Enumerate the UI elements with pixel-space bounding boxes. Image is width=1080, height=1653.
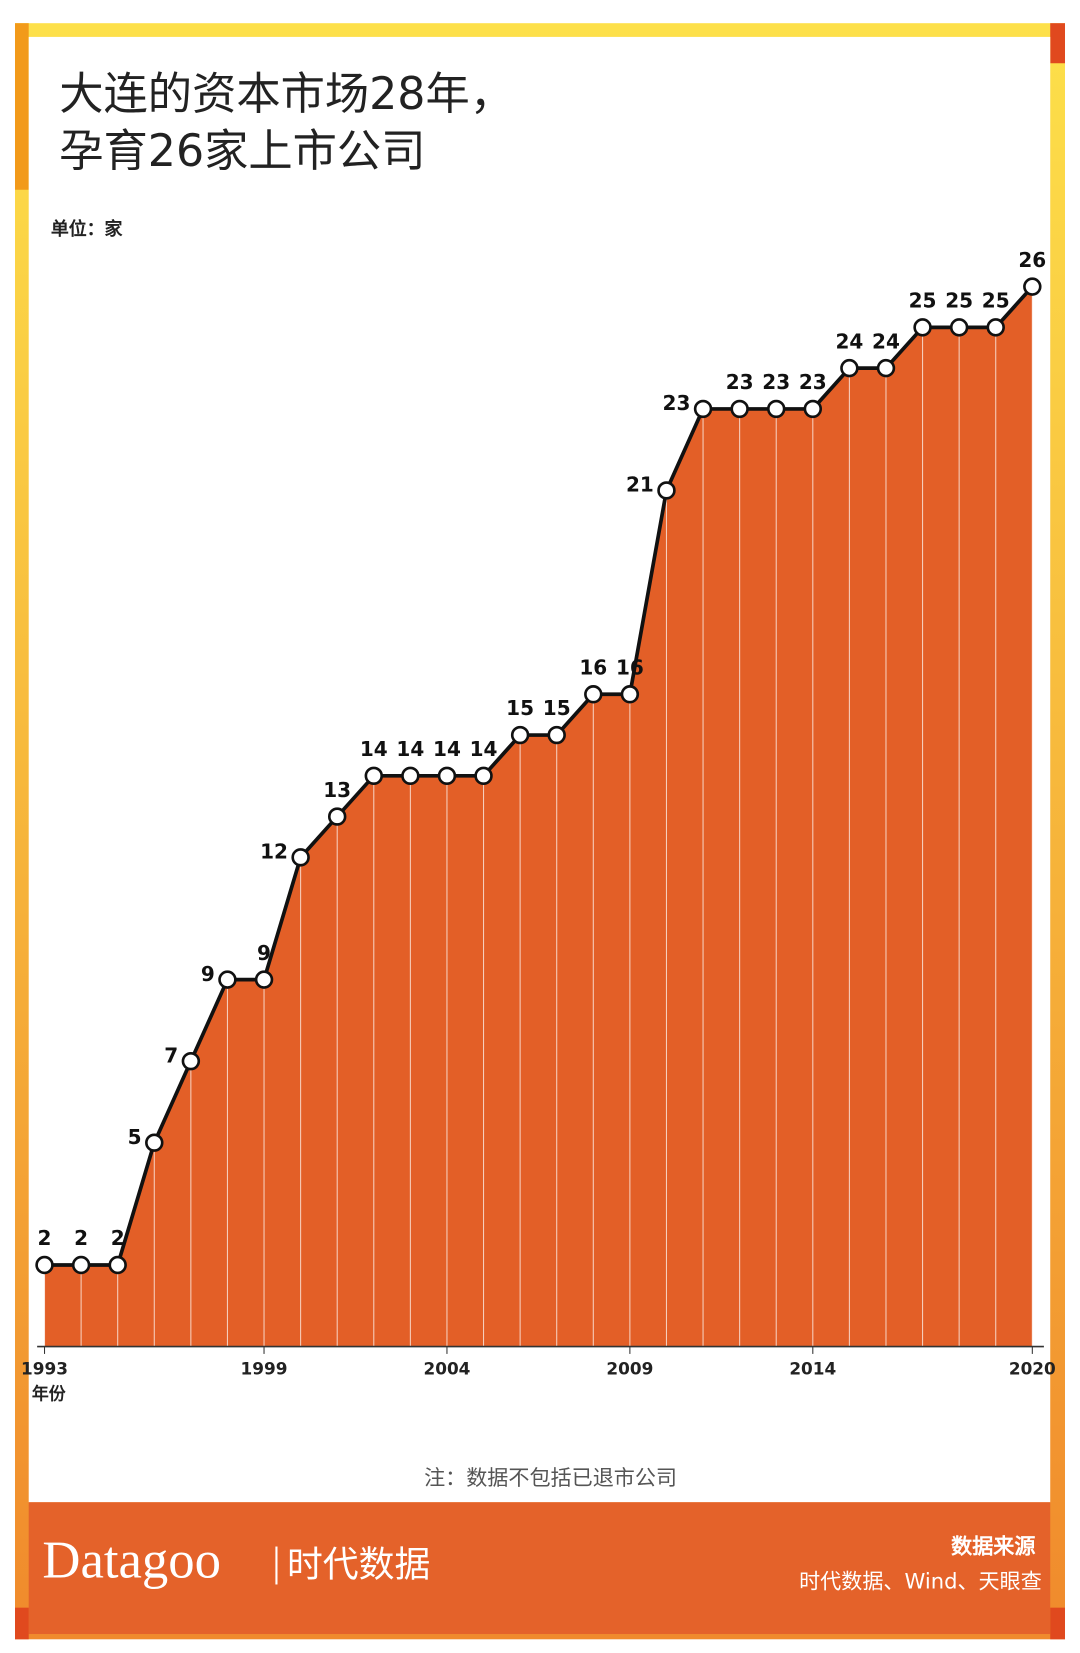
point bbox=[547, 725, 566, 745]
point bbox=[35, 1255, 54, 1275]
point bbox=[291, 848, 310, 867]
x-tick-label: 1993 bbox=[21, 1359, 68, 1379]
point bbox=[876, 358, 896, 378]
line bbox=[44, 285, 1034, 1267]
point bbox=[584, 685, 603, 704]
point bbox=[840, 358, 859, 378]
data-label: 14 bbox=[470, 737, 498, 761]
data-label: 7 bbox=[164, 1043, 178, 1067]
x-tick-label: 2004 bbox=[423, 1359, 470, 1379]
data-label: 25 bbox=[909, 289, 937, 313]
data-label: 15 bbox=[543, 696, 571, 720]
footer bbox=[28, 1502, 1051, 1635]
x-tick-label: 2009 bbox=[606, 1359, 653, 1379]
x-tick-label: 2014 bbox=[789, 1359, 836, 1379]
unit-label: 单位：家 bbox=[51, 218, 123, 240]
point bbox=[949, 318, 969, 337]
data-label: 2 bbox=[111, 1226, 125, 1250]
frame-accent bbox=[1050, 1607, 1065, 1640]
data-label: 2 bbox=[38, 1226, 52, 1250]
point bbox=[986, 318, 1005, 337]
data-label: 16 bbox=[579, 655, 607, 679]
x-tick-label: 1999 bbox=[241, 1359, 288, 1379]
point bbox=[1023, 277, 1042, 296]
point bbox=[108, 1255, 127, 1275]
note: 注：数据不包括已退市公司 bbox=[424, 1465, 677, 1490]
brand: Datagoo bbox=[42, 1532, 221, 1590]
source-title: 数据来源 bbox=[951, 1534, 1035, 1559]
data-label: 13 bbox=[323, 778, 351, 802]
point bbox=[657, 481, 676, 500]
data-label: 12 bbox=[260, 840, 288, 864]
data-label: 5 bbox=[128, 1125, 142, 1149]
point bbox=[620, 685, 640, 704]
point bbox=[327, 807, 347, 826]
data-label: 9 bbox=[201, 962, 215, 986]
data-label: 23 bbox=[762, 370, 790, 394]
chart-subtitle: 孕育26家上市公司 bbox=[59, 126, 425, 177]
point bbox=[145, 1133, 164, 1152]
point bbox=[693, 399, 713, 419]
point bbox=[510, 725, 530, 745]
point bbox=[181, 1051, 201, 1071]
data-label: 23 bbox=[799, 370, 827, 394]
point bbox=[437, 766, 457, 786]
data-label: 25 bbox=[945, 289, 973, 313]
data-label: 14 bbox=[396, 737, 424, 761]
point bbox=[730, 399, 749, 419]
data-label: 26 bbox=[1018, 248, 1046, 272]
point bbox=[803, 399, 823, 419]
data-label: 14 bbox=[360, 737, 388, 761]
data-label: 16 bbox=[616, 655, 644, 679]
point bbox=[218, 970, 237, 989]
data-label: 21 bbox=[626, 473, 654, 497]
frame-accent bbox=[15, 1607, 29, 1640]
data-label: 24 bbox=[872, 329, 900, 353]
data-label: 15 bbox=[506, 696, 534, 720]
data-label: 24 bbox=[835, 329, 863, 353]
point bbox=[766, 399, 786, 419]
point bbox=[913, 318, 932, 337]
source: 时代数据、Wind、天眼查 bbox=[799, 1568, 1042, 1593]
point bbox=[254, 970, 274, 989]
chart-title: 大连的资本市场28年， bbox=[59, 69, 514, 120]
point bbox=[71, 1255, 91, 1275]
data-label: 2 bbox=[74, 1226, 88, 1250]
data-label: 23 bbox=[663, 391, 691, 415]
brand-cn: 时代数据 bbox=[287, 1545, 430, 1586]
data-label: 23 bbox=[726, 370, 754, 394]
data-label: 9 bbox=[257, 941, 271, 965]
frame-accent bbox=[1050, 23, 1065, 64]
x-axis-label: 年份 bbox=[32, 1384, 66, 1404]
area bbox=[44, 286, 1033, 1347]
point bbox=[364, 766, 384, 786]
point bbox=[401, 766, 420, 786]
x-tick-label: 2020 bbox=[1009, 1359, 1056, 1379]
point bbox=[474, 766, 493, 786]
data-label: 25 bbox=[982, 289, 1010, 313]
frame-accent bbox=[15, 23, 29, 190]
data-label: 14 bbox=[433, 737, 461, 761]
